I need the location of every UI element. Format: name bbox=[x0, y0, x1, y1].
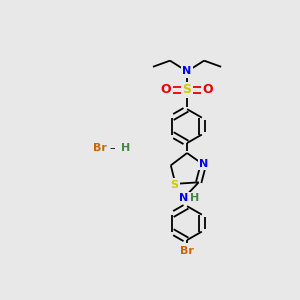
Text: Br: Br bbox=[180, 246, 194, 256]
Text: S: S bbox=[171, 180, 179, 190]
Text: O: O bbox=[203, 83, 213, 96]
Text: S: S bbox=[183, 83, 192, 96]
Text: N: N bbox=[182, 66, 192, 76]
Text: O: O bbox=[161, 83, 172, 96]
Text: H: H bbox=[190, 193, 200, 203]
Text: N: N bbox=[179, 193, 189, 203]
Text: –: – bbox=[110, 143, 116, 153]
Text: H: H bbox=[121, 143, 130, 153]
Text: N: N bbox=[200, 159, 209, 169]
Text: Br: Br bbox=[93, 143, 107, 153]
